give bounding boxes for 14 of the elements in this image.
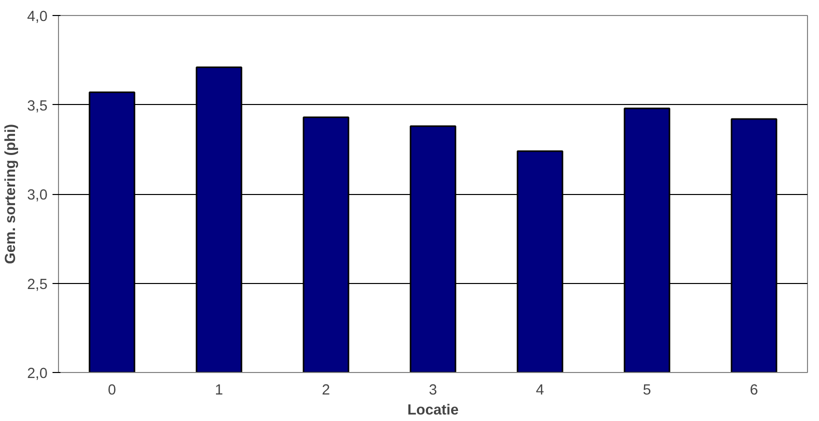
x-tick-label: 2 [322, 382, 330, 398]
x-tick-label: 5 [642, 382, 652, 398]
y-tick-label: 2,5 [27, 276, 48, 293]
y-tick-label: 2,0 [27, 366, 48, 382]
x-tick-label: 3 [428, 382, 438, 398]
x-tick-label: 6 [750, 382, 758, 398]
y-tick-label: 3,5 [27, 98, 48, 114]
x-axis-title: Locatie [407, 402, 459, 418]
x-tick-label: 4 [536, 382, 544, 398]
y-tick-label: 4,0 [27, 9, 48, 25]
y-axis-title: Gem. sortering (phi) [3, 124, 20, 264]
y-tick-label: 3,0 [27, 188, 48, 204]
x-tick-label: 0 [108, 382, 116, 398]
x-tick-label: 1 [214, 382, 224, 398]
